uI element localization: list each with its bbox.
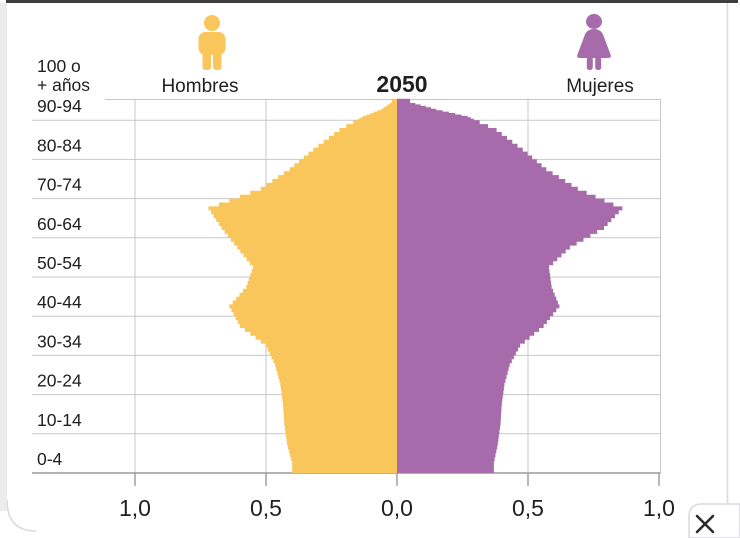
close-button-card <box>688 503 740 538</box>
age-label: 20-24 <box>37 371 82 391</box>
age-label-100plus-line1: 100 o <box>37 56 81 76</box>
age-label: 50-54 <box>37 253 82 273</box>
female-pyramid-shape <box>397 98 623 473</box>
male-pyramid-shape <box>208 98 397 473</box>
x-tick-label: 0,5 <box>512 495 544 521</box>
x-tick-label: 1,0 <box>119 495 151 521</box>
age-label: 80-84 <box>37 135 82 155</box>
y-axis-labels: 0-4 10-14 20-24 30-34 40-44 50-54 60-64 70-74 80… <box>37 96 82 469</box>
male-series-label: Hombres <box>161 76 238 97</box>
card-bottom-left-corner <box>6 499 37 532</box>
left-edge-strip <box>0 3 7 511</box>
x-tick-label: 0,0 <box>381 495 413 521</box>
woman-icon <box>577 14 611 70</box>
year-title: 2050 <box>376 71 427 97</box>
close-button[interactable] <box>688 503 740 538</box>
close-icon <box>695 514 715 534</box>
x-axis-labels: 1,0 0,5 0,0 0,5 1,0 <box>119 495 675 521</box>
man-icon <box>198 15 226 70</box>
female-series-label: Mujeres <box>566 76 634 97</box>
age-label: 10-14 <box>37 410 82 430</box>
age-label: 0-4 <box>37 449 63 469</box>
x-tick-label: 1,0 <box>643 495 675 521</box>
pyramid-bars <box>208 98 623 473</box>
age-label-100plus-line2: + años <box>37 75 90 95</box>
age-label: 70-74 <box>37 175 82 195</box>
age-label: 60-64 <box>37 214 82 234</box>
age-label: 90-94 <box>37 96 82 116</box>
age-label: 30-34 <box>37 331 82 351</box>
x-tick-label: 0,5 <box>250 495 282 521</box>
age-label: 40-44 <box>37 292 82 312</box>
top-edge-bar <box>6 0 738 3</box>
